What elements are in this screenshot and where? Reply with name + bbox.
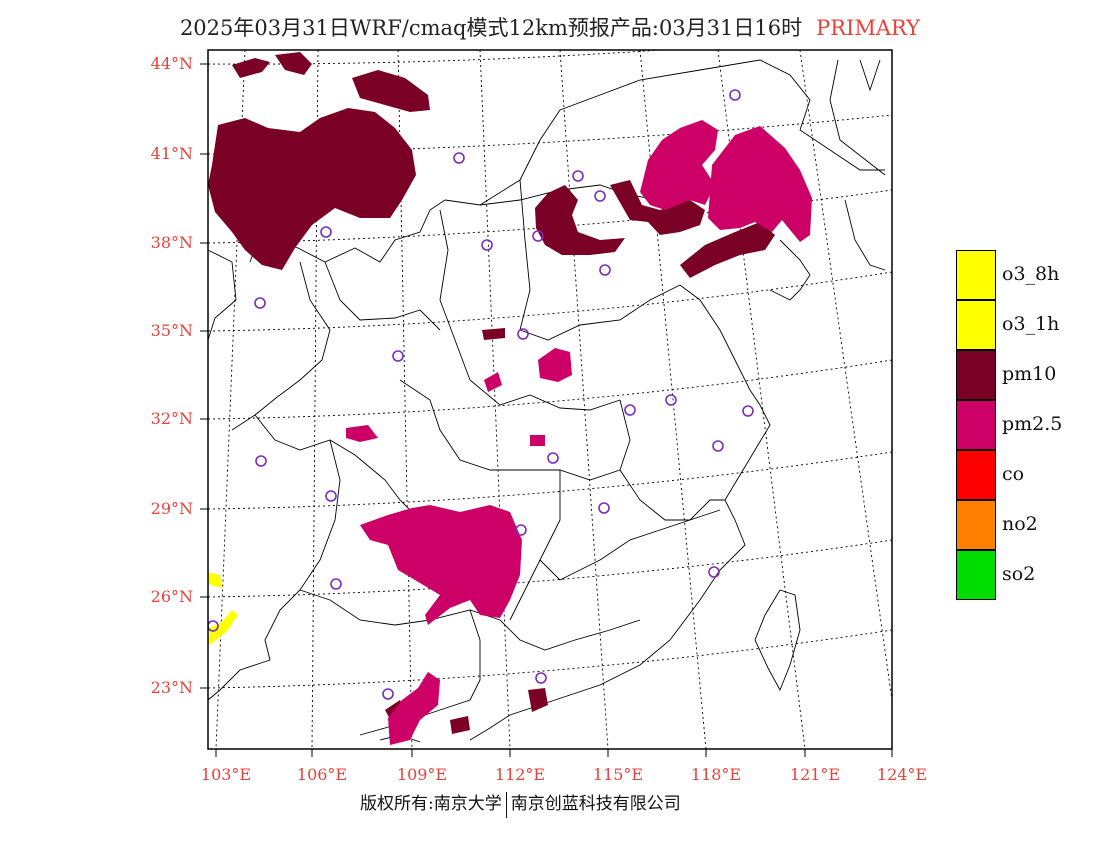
pm10-bohai-region <box>680 222 775 278</box>
lon-label-115: 115°E <box>592 765 644 784</box>
pm10-patch <box>275 52 312 75</box>
pm25-patch <box>484 372 502 392</box>
lat-label-26: 26°N <box>150 587 193 606</box>
title-tag: PRIMARY <box>816 16 921 40</box>
lon-label-118: 118°E <box>690 765 742 784</box>
lon-label-112: 112°E <box>494 765 546 784</box>
station-marker <box>594 190 606 202</box>
legend-label-pm10: pm10 <box>1002 363 1057 385</box>
lon-label-103: 103°E <box>200 765 252 784</box>
pm25-liaoning-region <box>708 126 812 242</box>
lon-label-109: 109°E <box>396 765 448 784</box>
legend-swatch-o3-1h <box>956 300 996 350</box>
legend-swatch-co <box>956 450 996 500</box>
legend-label-pm25: pm2.5 <box>1002 413 1063 435</box>
o3-patch <box>208 572 222 588</box>
pm10-tianjin-region <box>610 180 705 235</box>
station-marker <box>453 152 465 164</box>
lon-label-106: 106°E <box>296 765 348 784</box>
station-marker <box>712 440 724 452</box>
axis-ticks <box>200 63 893 757</box>
station-marker <box>325 490 337 502</box>
legend-label-o3-1h: o3_1h <box>1002 313 1060 335</box>
lat-label-23: 23°N <box>150 678 193 697</box>
legend-label-no2: no2 <box>1002 513 1038 535</box>
lat-label-41: 41°N <box>150 144 193 163</box>
station-marker <box>547 452 559 464</box>
station-marker <box>532 230 544 242</box>
legend-label-o3-8h: o3_8h <box>1002 263 1060 285</box>
map-title: 2025年03月31日WRF/cmaq模式12km预报产品:03月31日16时 P… <box>0 12 1100 42</box>
station-marker <box>255 455 267 467</box>
lat-label-35: 35°N <box>150 321 193 340</box>
copyright-footer: 版权所有:南京大学 南京创蓝科技有限公司 <box>360 789 681 818</box>
legend-swatch-o3-8h <box>956 250 996 300</box>
lat-label-29: 29°N <box>150 499 193 518</box>
station-marker <box>665 394 677 406</box>
footer-separator <box>505 791 507 818</box>
station-marker <box>742 405 754 417</box>
legend-label-so2: so2 <box>1002 563 1036 585</box>
legend-swatch-pm10 <box>956 350 996 400</box>
station-marker <box>392 350 404 362</box>
pm25-patch <box>530 435 545 446</box>
station-marker <box>515 524 527 536</box>
station-marker <box>624 404 636 416</box>
title-text: 2025年03月31日WRF/cmaq模式12km预报产品:03月31日16时 <box>179 16 803 40</box>
copyright-right: 南京创蓝科技有限公司 <box>510 794 681 814</box>
pm10-hebei-region <box>535 185 625 255</box>
station-marker <box>729 89 741 101</box>
legend-label-co: co <box>1002 463 1025 485</box>
lat-label-32: 32°N <box>150 409 193 428</box>
station-marker <box>320 226 332 238</box>
station-marker <box>254 297 266 309</box>
legend-swatch-pm25 <box>956 400 996 450</box>
o3-regions <box>208 572 238 645</box>
station-marker <box>382 688 394 700</box>
pm10-northwest-region <box>208 108 416 270</box>
station-marker <box>535 672 547 684</box>
station-marker <box>208 620 219 632</box>
pm25-guangxi-region <box>388 672 440 745</box>
pm25-beijing-region <box>640 120 718 210</box>
pm10-patch <box>528 688 548 712</box>
pm25-patch <box>346 425 378 442</box>
station-marker <box>598 502 610 514</box>
lon-label-121: 121°E <box>789 765 841 784</box>
station-marker <box>708 566 720 578</box>
pm10-patch <box>232 58 270 78</box>
legend-swatch-no2 <box>956 500 996 550</box>
station-marker <box>517 328 529 340</box>
pm25-hunan-region <box>360 505 522 625</box>
pm10-patch <box>482 328 505 340</box>
pm10-patch <box>450 716 470 734</box>
pm25-regions <box>346 120 812 745</box>
pm25-patch <box>538 348 572 382</box>
lat-label-38: 38°N <box>150 233 193 252</box>
station-marker <box>481 239 493 251</box>
o3-patch <box>208 610 238 645</box>
map-frame <box>207 49 893 750</box>
station-marker <box>572 170 584 182</box>
station-markers <box>208 89 754 700</box>
copyright-left: 版权所有:南京大学 <box>360 794 502 814</box>
station-marker <box>599 264 611 276</box>
lat-label-44: 44°N <box>150 54 193 73</box>
legend-swatch-so2 <box>956 550 996 600</box>
pm10-north-patch <box>352 70 430 112</box>
station-marker <box>330 578 342 590</box>
lon-label-124: 124°E <box>876 765 928 784</box>
